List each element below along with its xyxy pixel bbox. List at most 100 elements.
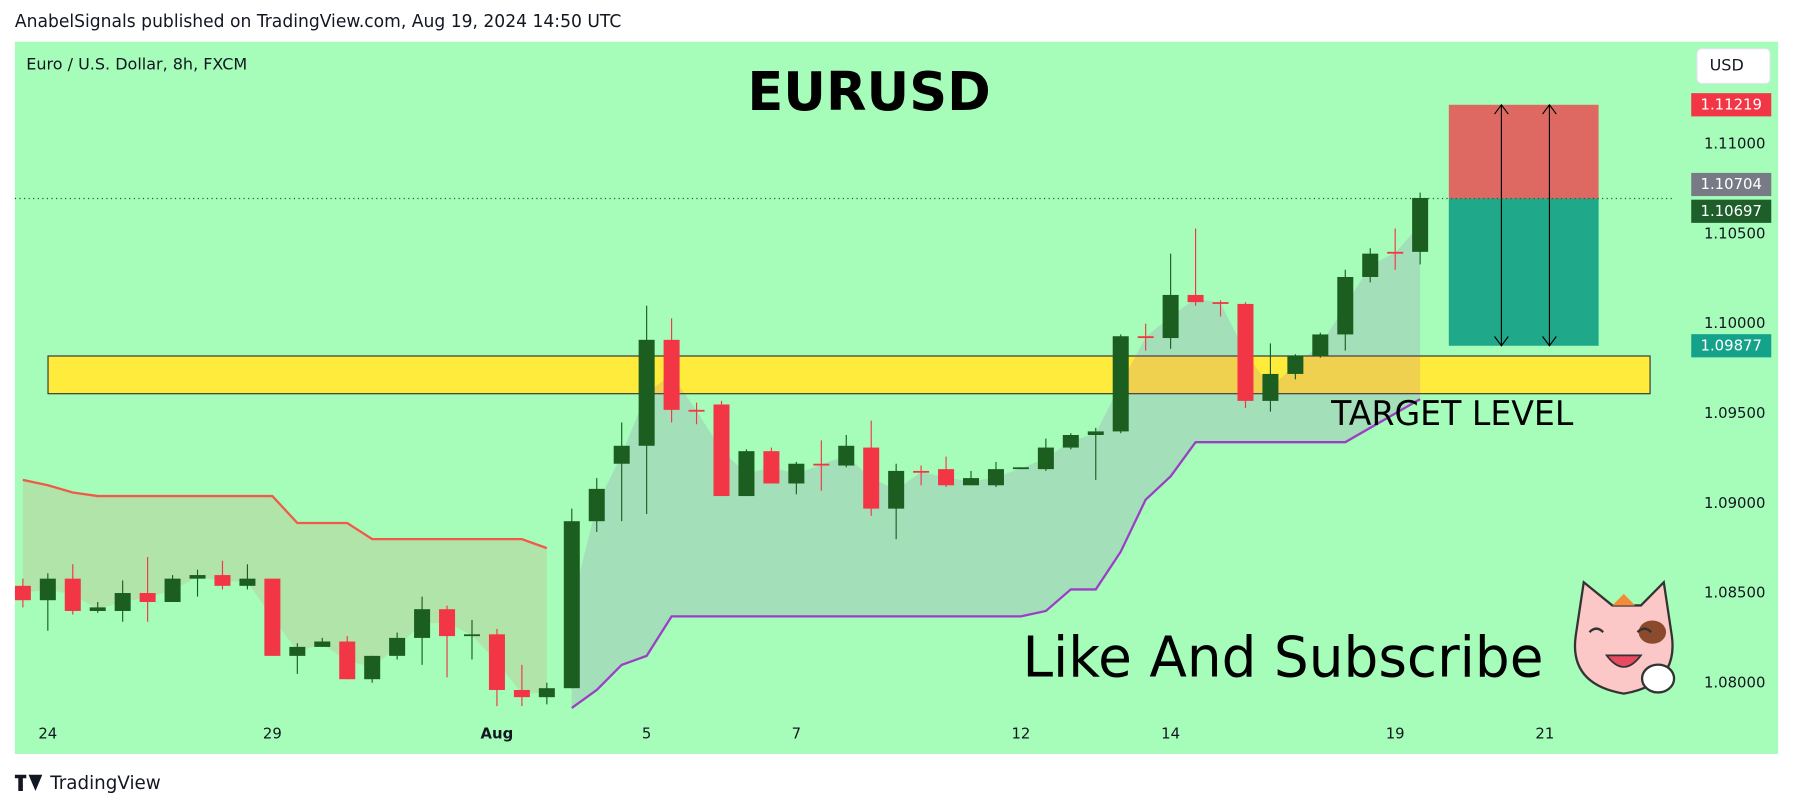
price-tag	[1691, 93, 1772, 117]
y-tick-label: 1.10500	[1704, 224, 1765, 242]
zone-label: TARGET LEVEL	[1330, 394, 1574, 433]
x-tick-label: 24	[38, 725, 57, 743]
candle-body	[1312, 334, 1329, 356]
candle-body	[913, 470, 930, 473]
candle-body	[139, 593, 156, 602]
plot	[14, 192, 1651, 709]
candle-body	[1162, 294, 1179, 339]
cat-mascot	[1573, 579, 1676, 695]
price-tag	[1691, 199, 1772, 223]
candle-body	[1287, 355, 1304, 374]
y-tick-label: 1.08000	[1704, 673, 1765, 691]
x-tick-label: 21	[1535, 725, 1554, 743]
candle-body	[563, 521, 580, 689]
supertrend-line	[571, 398, 1421, 709]
price-tag-label: 1.10704	[1701, 175, 1762, 193]
candle-body	[189, 575, 206, 579]
candle-body	[289, 646, 306, 656]
candle-body	[838, 445, 855, 466]
candle-body	[89, 607, 106, 611]
candle-body	[314, 641, 331, 647]
candle-body	[214, 575, 231, 586]
candle-body	[1337, 276, 1354, 335]
candle-body	[987, 469, 1004, 486]
candle-body	[1237, 303, 1254, 401]
candle-body	[813, 463, 830, 466]
candle-body	[439, 609, 456, 637]
arrow-head	[1542, 103, 1557, 347]
y-tick-label: 1.09000	[1704, 494, 1765, 512]
x-tick-label: Aug	[481, 725, 514, 743]
candle-body	[1087, 431, 1104, 436]
price-tag-label: 1.11219	[1701, 95, 1762, 113]
stop-zone	[1448, 104, 1599, 199]
candle-body	[963, 478, 980, 486]
candle-body	[364, 655, 381, 680]
footer: TradingView	[49, 773, 160, 794]
candle-body	[1412, 197, 1429, 252]
x-tick-label: 5	[642, 725, 651, 743]
candle-body	[1387, 251, 1404, 254]
candle-body	[488, 634, 505, 690]
chart-title: EURUSD	[747, 62, 990, 123]
candle-body	[738, 451, 755, 497]
y-tick-label: 1.09500	[1704, 404, 1765, 422]
candle-body	[938, 469, 955, 486]
price-tag	[1691, 172, 1772, 197]
candle-body	[389, 637, 406, 656]
x-tick-label: 12	[1011, 725, 1030, 743]
target-zone	[47, 355, 1651, 395]
annotation: Like And Subscribe	[1022, 626, 1543, 690]
candle-body	[788, 463, 805, 484]
header: AnabelSignals published on TradingView.c…	[15, 12, 621, 32]
candle-body	[1187, 294, 1204, 303]
candle-body	[1012, 467, 1029, 470]
arrow-head	[1494, 103, 1509, 347]
x-tick-label: 19	[1386, 725, 1405, 743]
candle-body	[688, 409, 705, 412]
y-tick-label: 1.11000	[1704, 135, 1765, 153]
tv-logo	[14, 774, 43, 792]
candle-body	[1037, 447, 1054, 470]
candle-body	[1212, 302, 1229, 304]
price-tag-label: 1.09877	[1701, 336, 1762, 354]
candle-body	[513, 689, 530, 698]
x-tick-label: 14	[1161, 725, 1180, 743]
candle-body	[414, 609, 431, 638]
currency-box[interactable]	[1696, 48, 1771, 85]
supertrend-line	[22, 478, 548, 550]
candle-body	[164, 578, 181, 602]
candle-body	[463, 634, 480, 637]
candle-body	[888, 470, 905, 509]
candle-body	[239, 578, 256, 586]
candle-body	[14, 585, 31, 601]
candle-body	[763, 451, 780, 484]
candle-body	[64, 578, 81, 611]
candle-body	[1062, 435, 1079, 448]
candle-body	[1112, 336, 1129, 432]
candle-body	[339, 641, 356, 680]
currency[interactable]: USD	[1710, 56, 1744, 75]
candle-body	[39, 578, 56, 601]
x-tick-label: 7	[792, 725, 801, 743]
candle-body	[114, 593, 131, 611]
price-tag-label: 1.10697	[1701, 202, 1762, 220]
trend-fill	[22, 479, 547, 694]
candle-body	[613, 445, 630, 464]
candle-body	[538, 688, 555, 698]
candle-body	[663, 339, 680, 410]
candle-body	[1137, 336, 1154, 339]
y-tick-label: 1.10000	[1704, 314, 1765, 332]
target-area	[1448, 198, 1599, 346]
candle-body	[863, 447, 880, 509]
candle-body	[713, 404, 730, 497]
candle-body	[588, 488, 605, 522]
x-tick-label: 29	[263, 725, 282, 743]
y-tick-label: 1.08500	[1704, 583, 1765, 601]
price-tag	[1691, 334, 1772, 358]
candle-body	[1362, 253, 1379, 277]
candle-body	[638, 339, 655, 446]
candle-body	[1262, 373, 1279, 401]
candle-body	[264, 578, 281, 656]
